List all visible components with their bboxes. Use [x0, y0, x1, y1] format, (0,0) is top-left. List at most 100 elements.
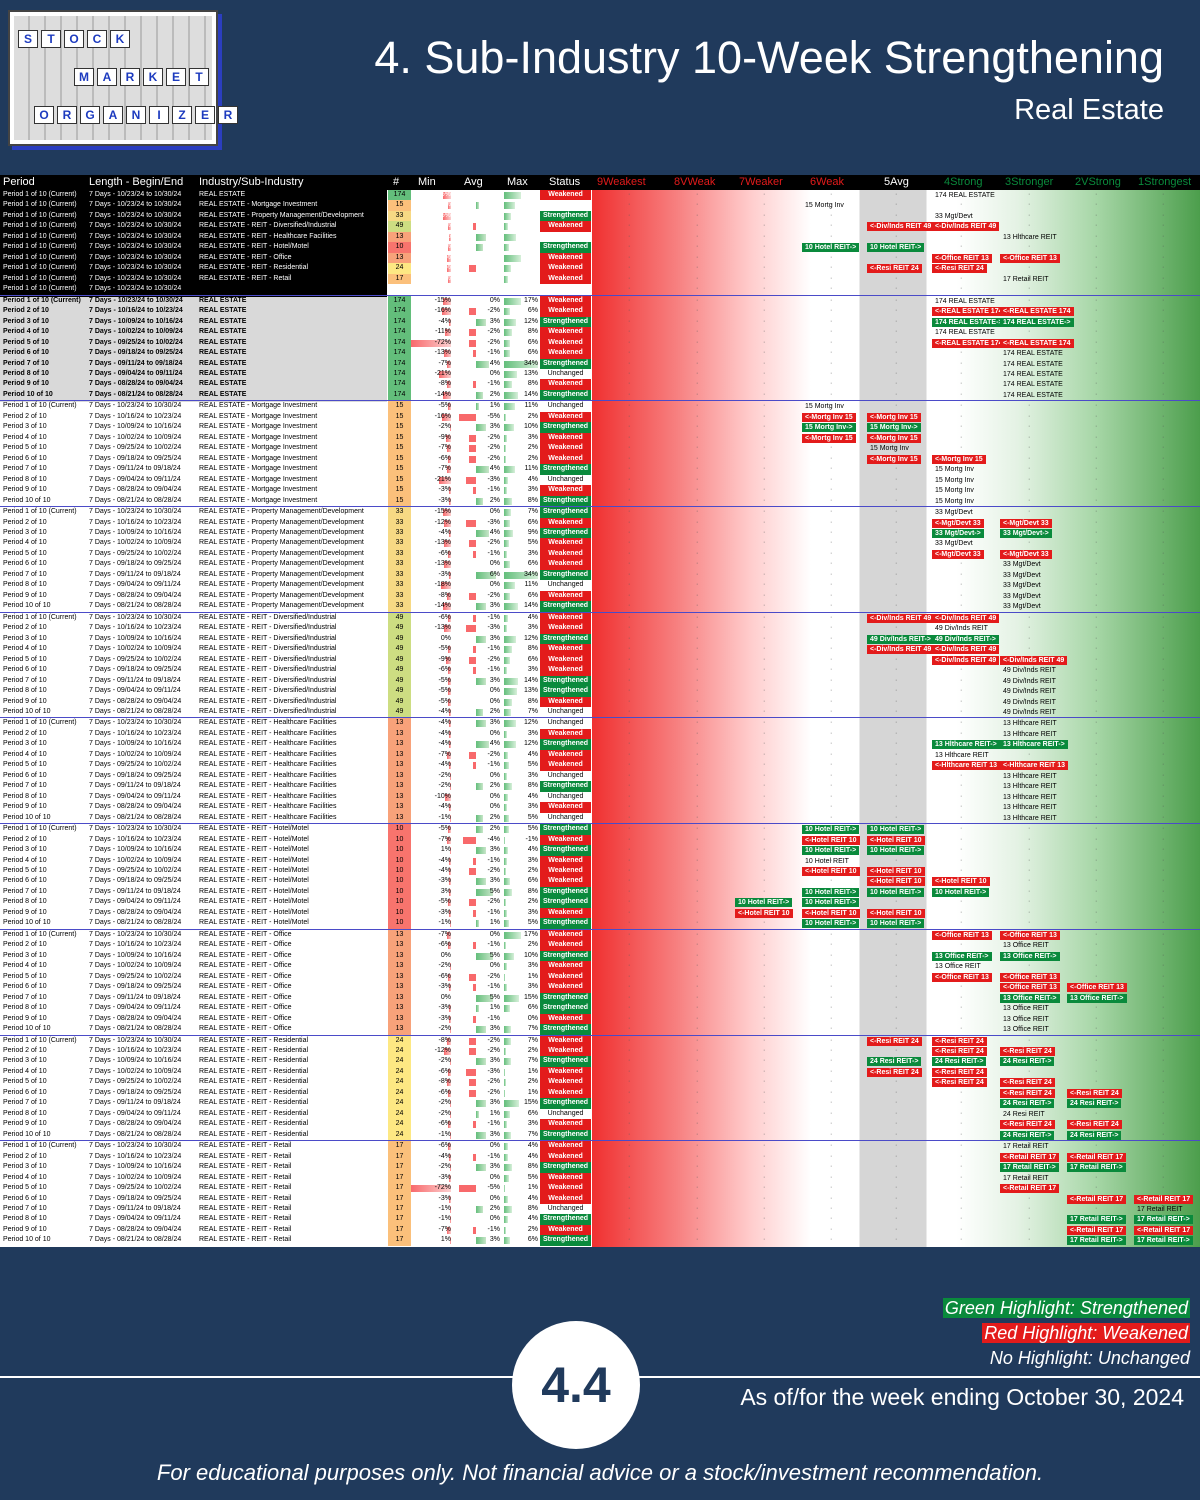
- industry-cell: REAL ESTATE - REIT - Diversified/Industr…: [199, 634, 337, 642]
- length-cell: 7 Days - 09/18/24 to 09/25/24: [89, 560, 182, 568]
- empty-cell-dot: ·: [960, 941, 963, 949]
- strength-marker: <-REAL ESTATE 174: [1000, 338, 1074, 348]
- strength-marker: <-Retail REIT 17: [1134, 1194, 1194, 1204]
- empty-cell-dot: ·: [960, 676, 963, 684]
- empty-cell-dot: ·: [696, 1142, 699, 1150]
- strength-marker: 24 Resi REIT->: [1000, 1057, 1055, 1067]
- empty-cell-dot: ·: [763, 707, 766, 715]
- strength-marker: 49 Div/Inds REIT: [1003, 708, 1056, 716]
- empty-cell-dot: ·: [628, 1215, 631, 1223]
- count-cell: 33: [388, 210, 411, 222]
- avg-bar: [476, 720, 486, 728]
- avg-bar: [469, 899, 476, 907]
- empty-cell-dot: ·: [1095, 782, 1098, 790]
- empty-cell-dot: ·: [628, 264, 631, 272]
- strength-marker: 33 Mgt/Devt: [935, 212, 973, 220]
- min-cell: -4%: [438, 729, 451, 737]
- empty-cell-dot: ·: [1095, 645, 1098, 653]
- max-bar: [504, 720, 516, 728]
- min-bar: [449, 497, 451, 505]
- industry-cell: REAL ESTATE - REIT - Retail: [199, 274, 292, 282]
- strength-marker: 49 Div/Inds REIT: [1003, 677, 1056, 685]
- avg-cell: -2%: [487, 1046, 500, 1054]
- empty-cell-dot: ·: [763, 232, 766, 240]
- min-cell: -4%: [438, 867, 451, 874]
- status-badge: Strengthened: [540, 1235, 591, 1246]
- empty-cell-dot: ·: [628, 454, 631, 462]
- min-cell: -21%: [434, 475, 451, 483]
- max-bar: [504, 836, 505, 844]
- status-badge: Weakened: [540, 834, 591, 846]
- empty-cell-dot: ·: [696, 719, 699, 727]
- min-cell: -6%: [438, 1088, 451, 1096]
- empty-cell-dot: ·: [1095, 1142, 1098, 1150]
- strength-marker: 17 Retail REIT: [1003, 1174, 1049, 1182]
- min-bar: [446, 381, 451, 389]
- empty-cell-dot: ·: [895, 1205, 898, 1212]
- empty-cell-dot: ·: [763, 211, 766, 219]
- empty-cell-dot: ·: [763, 792, 766, 800]
- industry-cell: REAL ESTATE - REIT - Healthcare Faciliti…: [199, 782, 337, 790]
- empty-cell-dot: ·: [1028, 898, 1031, 906]
- strength-marker: <-Hotel REIT 10: [735, 908, 793, 918]
- period-cell: Period 7 of 10: [3, 993, 47, 1001]
- industry-cell: REAL ESTATE: [199, 369, 247, 377]
- status-badge: Strengthened: [540, 316, 591, 328]
- strength-marker: 15 Mortg Inv->: [802, 423, 856, 433]
- empty-cell-dot: ·: [696, 338, 699, 346]
- table-row: Period 1 of 10 (Current) 7 Days - 10/23/2…: [0, 221, 1200, 232]
- empty-cell-dot: ·: [628, 740, 631, 748]
- min-cell: -15%: [434, 211, 451, 219]
- table-row: Period 1 of 10 (Current) 7 Days - 10/23/2…: [0, 294, 1200, 307]
- min-bar: [447, 1121, 451, 1129]
- table-row: Period 7 of 10 7 Days - 09/11/24 to 09/18…: [0, 1098, 1200, 1109]
- empty-cell-dot: ·: [696, 518, 699, 526]
- empty-cell-dot: ·: [1095, 740, 1098, 748]
- empty-cell-dot: ·: [830, 486, 833, 494]
- min-cell: -12%: [434, 1046, 451, 1054]
- empty-cell-dot: ·: [895, 201, 898, 209]
- status-badge: Weakened: [540, 644, 591, 655]
- min-bar: [443, 625, 451, 633]
- empty-cell-dot: ·: [830, 359, 833, 367]
- empty-cell-dot: ·: [960, 983, 963, 991]
- empty-cell-dot: ·: [1028, 645, 1031, 653]
- industry-cell: REAL ESTATE - REIT - Residential: [199, 1099, 309, 1107]
- strength-marker: 33 Mgt/Devt: [1003, 582, 1041, 590]
- table-row: Period 2 of 10 7 Days - 10/16/24 to 10/23…: [0, 1045, 1200, 1057]
- period-cell: Period 3 of 10: [3, 740, 47, 748]
- max-cell: 6%: [527, 655, 538, 663]
- empty-cell-dot: ·: [696, 433, 699, 441]
- logo-letter-tile: O: [64, 30, 84, 48]
- empty-cell-dot: ·: [1095, 856, 1098, 864]
- strength-marker: 10 Hotel REIT->: [802, 825, 860, 835]
- industry-cell: REAL ESTATE: [199, 380, 247, 388]
- industry-cell: REAL ESTATE - REIT - Office: [199, 1004, 292, 1012]
- empty-cell-dot: ·: [1095, 813, 1098, 821]
- status-badge: Unchanged: [547, 369, 584, 377]
- table-row: Period 2 of 10 7 Days - 10/16/24 to 10/23…: [0, 728, 1200, 740]
- empty-cell-dot: ·: [830, 539, 833, 547]
- empty-cell-dot: ·: [696, 1057, 699, 1065]
- max-bar: [504, 1058, 511, 1066]
- min-cell: -5%: [438, 201, 451, 209]
- table-row: Period 3 of 10 7 Days - 10/09/24 to 10/16…: [0, 316, 1200, 328]
- min-bar: [443, 561, 451, 569]
- empty-cell-dot: ·: [830, 581, 833, 589]
- min-cell: -6%: [438, 941, 451, 949]
- status-badge: Weakened: [540, 1172, 591, 1184]
- min-bar: [442, 413, 451, 421]
- empty-cell-dot: ·: [628, 707, 631, 715]
- length-cell: 7 Days - 08/28/24 to 09/04/24: [89, 908, 182, 916]
- strength-marker: <-Resi REIT 24: [1067, 1120, 1122, 1130]
- empty-cell-dot: ·: [696, 486, 699, 494]
- empty-cell-dot: ·: [1028, 402, 1031, 410]
- empty-cell-dot: ·: [628, 253, 631, 261]
- empty-cell-dot: ·: [830, 687, 833, 695]
- empty-cell-dot: ·: [1162, 867, 1165, 874]
- avg-cell: 3%: [489, 846, 500, 854]
- avg-cell: 3%: [489, 317, 500, 325]
- length-cell: 7 Days - 10/02/24 to 10/09/24: [89, 750, 182, 758]
- table-row: Period 6 of 10 7 Days - 09/18/24 to 09/25…: [0, 1193, 1200, 1204]
- period-cell: Period 4 of 10: [3, 1173, 47, 1181]
